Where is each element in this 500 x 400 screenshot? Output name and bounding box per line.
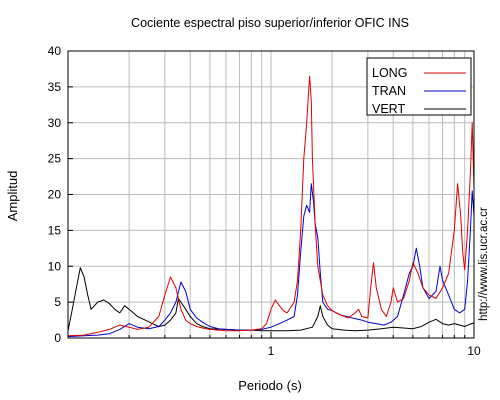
y-tick-label: 15	[48, 223, 62, 237]
legend-label-vert: VERT	[372, 102, 405, 116]
side-annotation: http://www.lis.ucr.ac.cr	[478, 207, 490, 321]
y-tick-label: 35	[48, 80, 62, 94]
y-tick-label: 0	[54, 331, 61, 345]
grid	[68, 51, 474, 338]
legend: LONG TRAN VERT	[366, 57, 472, 116]
y-tick-label: 40	[48, 44, 62, 58]
x-tick-label: 10	[467, 344, 481, 358]
y-tick-label: 20	[48, 188, 62, 202]
y-tick-label: 25	[48, 152, 62, 166]
y-tick-label: 10	[48, 259, 62, 273]
y-tick-label: 5	[54, 295, 61, 309]
y-tick-label: 30	[48, 116, 62, 130]
legend-box	[366, 57, 472, 116]
series-line-long	[67, 75, 475, 337]
legend-label-long: LONG	[372, 66, 407, 80]
axis-ticks: 0 5 10 15 20 25 30 35 40 1 10	[48, 44, 481, 358]
series-line-tran	[67, 183, 475, 338]
series-lines	[67, 75, 475, 338]
x-axis-label: Periodo (s)	[238, 378, 302, 393]
legend-label-tran: TRAN	[372, 84, 406, 98]
y-axis-label: Amplitud	[5, 171, 20, 222]
chart-title: Cociente espectral piso superior/inferio…	[131, 16, 409, 30]
x-tick-label: 1	[268, 344, 275, 358]
